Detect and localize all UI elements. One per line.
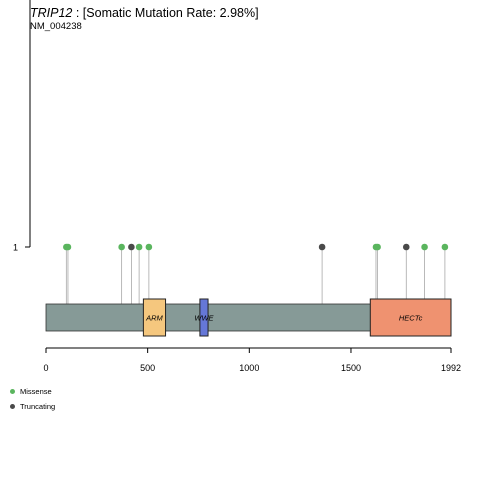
legend-item: Truncating bbox=[10, 399, 55, 414]
x-tick-label: 500 bbox=[140, 363, 155, 373]
lollipop-head-missense bbox=[374, 243, 381, 251]
domain-label: WWE bbox=[194, 314, 214, 323]
chart-title: TRIP12 : [Somatic Mutation Rate: 2.98%] bbox=[30, 6, 259, 20]
legend: Missense Truncating bbox=[10, 384, 55, 414]
lollipop-head-truncating bbox=[128, 243, 135, 251]
legend-label: Truncating bbox=[20, 402, 56, 411]
x-tick-label: 1500 bbox=[341, 363, 361, 373]
domain-label: HECTc bbox=[399, 314, 423, 323]
legend-item: Missense bbox=[10, 384, 55, 399]
y-tick-label: 1 bbox=[13, 243, 18, 253]
lollipop-head-missense bbox=[145, 243, 153, 251]
domain-arm bbox=[142, 298, 167, 337]
lollipop-head-missense bbox=[135, 243, 143, 251]
lollipop-head-truncating bbox=[402, 243, 410, 251]
x-tick-label: 1992 bbox=[441, 363, 461, 373]
x-tick-label: 1000 bbox=[239, 363, 259, 373]
transcript-id: NM_004238 bbox=[30, 21, 82, 32]
lollipop-head-missense bbox=[421, 243, 428, 251]
gene-name: TRIP12 bbox=[30, 6, 73, 20]
lollipop-head-missense bbox=[441, 243, 449, 251]
domain-label: ARM bbox=[145, 314, 163, 323]
lollipop-head-missense bbox=[64, 243, 72, 251]
domain-wwe bbox=[199, 298, 209, 337]
x-tick-label: 0 bbox=[43, 363, 48, 373]
legend-swatch bbox=[10, 404, 15, 409]
legend-label: Missense bbox=[20, 387, 52, 396]
mutation-rate-text: : [Somatic Mutation Rate: 2.98%] bbox=[72, 6, 259, 20]
lollipop-head-missense bbox=[118, 243, 125, 251]
legend-swatch bbox=[10, 389, 15, 394]
domain-hectc bbox=[369, 298, 452, 337]
lollipop-head-truncating bbox=[318, 243, 326, 251]
